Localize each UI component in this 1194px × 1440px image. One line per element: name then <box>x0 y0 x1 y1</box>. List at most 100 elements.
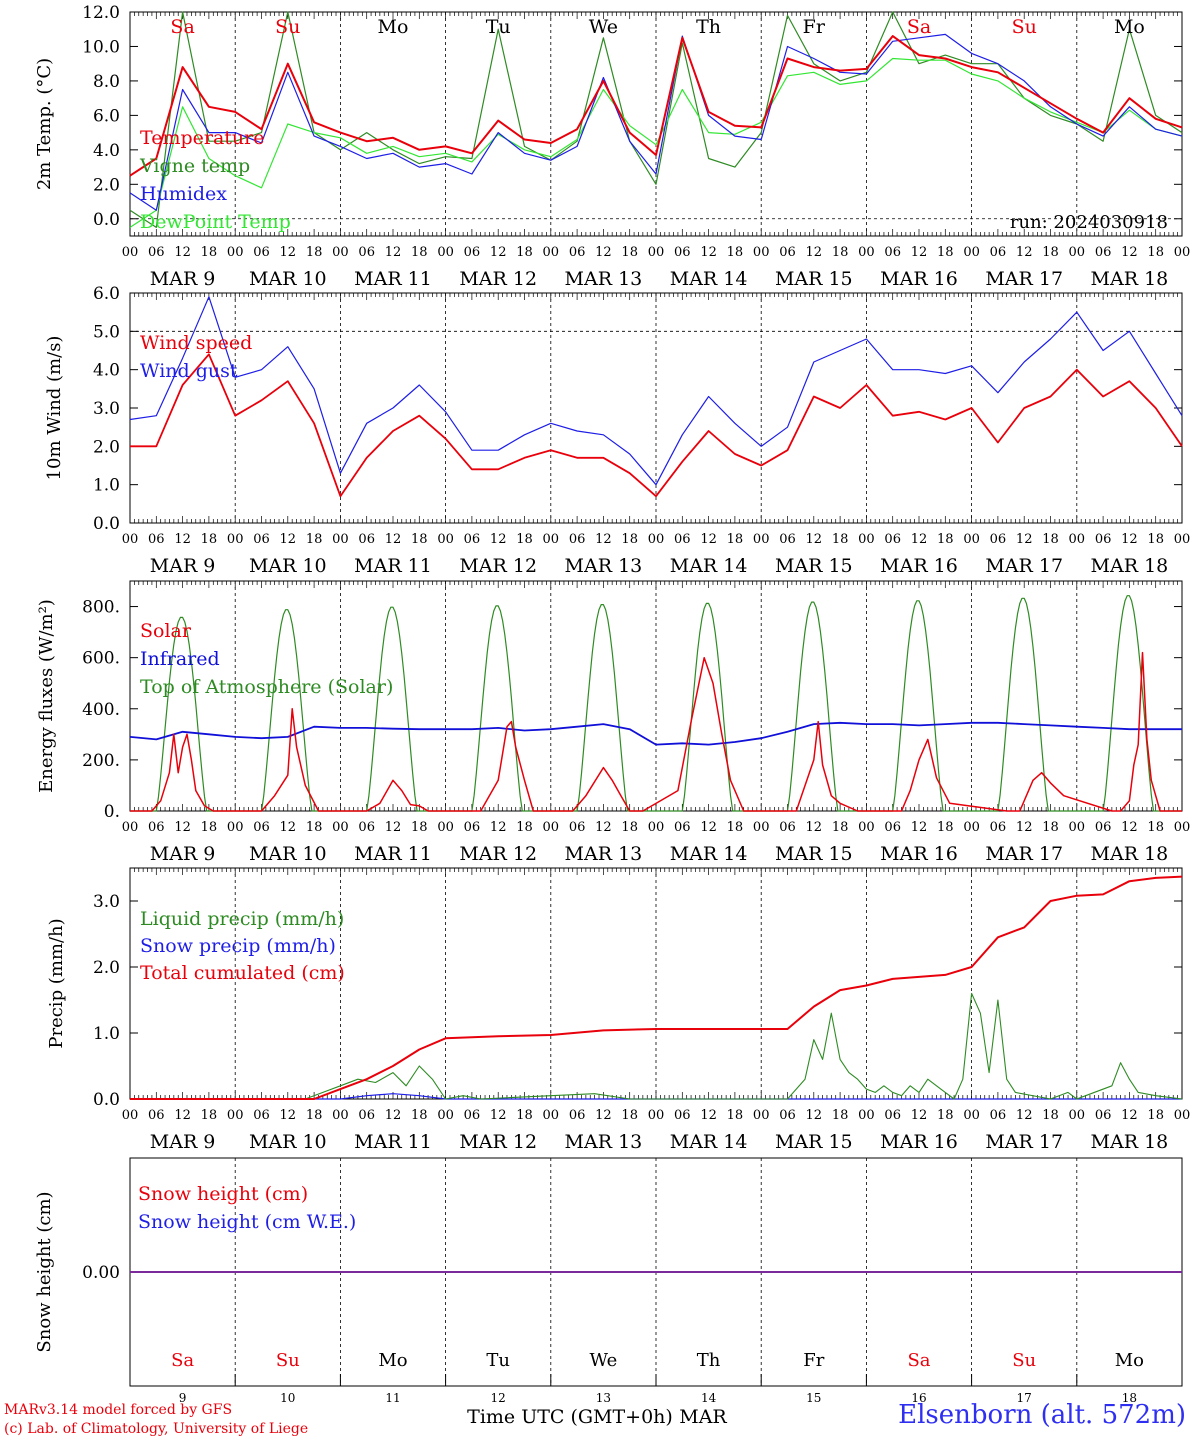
hour-label: 18 <box>306 1108 323 1123</box>
hour-label: 12 <box>911 820 928 835</box>
hour-label: 06 <box>779 820 796 835</box>
hour-label: 00 <box>648 1108 665 1123</box>
legend-entry: Infrared <box>140 648 220 670</box>
hour-label: 06 <box>674 245 691 260</box>
legend-entry: Snow height (cm) <box>138 1183 308 1205</box>
date-label: MAR 12 <box>459 555 537 577</box>
date-label: MAR 12 <box>459 1131 537 1153</box>
hour-label: 12 <box>595 1108 612 1123</box>
hour-label: 00 <box>122 820 139 835</box>
hour-label: 18 <box>411 245 428 260</box>
hour-label: 12 <box>806 245 823 260</box>
weekday-label: Su <box>1012 16 1037 38</box>
hour-label: 12 <box>490 820 507 835</box>
y-axis-title: Snow height (cm) <box>34 1191 55 1352</box>
date-label: MAR 9 <box>150 843 216 865</box>
hour-label: 12 <box>490 532 507 547</box>
date-label: MAR 15 <box>775 555 853 577</box>
hour-label: 18 <box>201 532 218 547</box>
weekday-label: Sa <box>171 1350 194 1371</box>
hour-label: 06 <box>990 245 1007 260</box>
weekday-label: Su <box>276 1350 300 1371</box>
hour-label: 12 <box>806 820 823 835</box>
y-tick-label: 1.0 <box>93 1024 120 1044</box>
hour-label: 00 <box>1174 532 1191 547</box>
hour-label: 00 <box>753 245 770 260</box>
hour-label: 18 <box>832 245 849 260</box>
series-line-liquid-precip <box>130 992 1183 1100</box>
date-label: MAR 15 <box>775 843 853 865</box>
hour-label: 06 <box>884 1108 901 1123</box>
hour-label: 12 <box>700 245 717 260</box>
series-line-humidex <box>129 33 1183 211</box>
hour-label: 12 <box>174 532 191 547</box>
weekday-label: Sa <box>170 16 194 38</box>
hour-label: 00 <box>858 245 875 260</box>
hour-label: 18 <box>621 1108 638 1123</box>
y-tick-label: 0.0 <box>93 514 120 534</box>
date-label: MAR 17 <box>985 843 1063 865</box>
hour-label: 00 <box>122 245 139 260</box>
hour-label: 00 <box>963 820 980 835</box>
date-label: MAR 12 <box>459 843 537 865</box>
hour-label: 00 <box>437 532 454 547</box>
hour-label: 00 <box>648 532 665 547</box>
hour-label: 06 <box>674 820 691 835</box>
date-label: MAR 18 <box>1091 843 1169 865</box>
legend-entry: Total cumulated (cm) <box>140 962 345 984</box>
hour-label: 18 <box>516 532 533 547</box>
hour-label: 00 <box>543 245 560 260</box>
weekday-label: Fr <box>803 16 826 38</box>
hour-label: 18 <box>1042 1108 1059 1123</box>
y-tick-label: 12.0 <box>82 3 120 23</box>
hour-label: 00 <box>543 820 560 835</box>
hour-label: 12 <box>595 820 612 835</box>
date-label: MAR 9 <box>150 1131 216 1153</box>
hour-label: 18 <box>937 532 954 547</box>
hour-label: 06 <box>569 820 586 835</box>
day-number-label: 12 <box>491 1391 506 1405</box>
hour-label: 12 <box>911 245 928 260</box>
hour-label: 00 <box>437 245 454 260</box>
date-label: MAR 10 <box>249 843 327 865</box>
y-tick-label: 0.00 <box>82 1263 120 1283</box>
hour-label: 18 <box>727 245 744 260</box>
hour-label: 18 <box>306 245 323 260</box>
y-tick-label: 6.0 <box>93 106 120 126</box>
hour-label: 06 <box>358 1108 375 1123</box>
hour-label: 18 <box>411 532 428 547</box>
date-label: MAR 13 <box>565 843 643 865</box>
weekday-label: Th <box>697 1350 721 1371</box>
hour-label: 18 <box>411 820 428 835</box>
hour-label: 06 <box>1095 532 1112 547</box>
hour-label: 12 <box>911 1108 928 1123</box>
hour-label: 18 <box>516 820 533 835</box>
date-label: MAR 17 <box>985 1131 1063 1153</box>
hour-label: 18 <box>727 1108 744 1123</box>
hour-label: 12 <box>595 245 612 260</box>
hour-label: 18 <box>621 820 638 835</box>
hour-label: 12 <box>1121 532 1138 547</box>
date-label: MAR 11 <box>354 843 432 865</box>
hour-label: 18 <box>621 532 638 547</box>
date-label: MAR 15 <box>775 268 853 290</box>
day-number-label: 18 <box>1122 1391 1137 1405</box>
hour-label: 12 <box>385 532 402 547</box>
hour-label: 00 <box>753 532 770 547</box>
hour-label: 06 <box>990 1108 1007 1123</box>
y-tick-label: 8.0 <box>93 72 120 92</box>
hour-label: 00 <box>858 1108 875 1123</box>
hour-label: 18 <box>937 245 954 260</box>
hour-label: 18 <box>727 820 744 835</box>
hour-label: 12 <box>174 1108 191 1123</box>
y-tick-label: 0.0 <box>93 210 120 230</box>
y-tick-label: 0. <box>104 802 120 822</box>
y-tick-label: 200. <box>82 751 120 771</box>
hour-label: 18 <box>201 1108 218 1123</box>
hour-label: 12 <box>700 532 717 547</box>
hour-label: 18 <box>1147 532 1164 547</box>
date-label: MAR 10 <box>249 1131 327 1153</box>
date-label: MAR 11 <box>354 1131 432 1153</box>
station-label: Elsenborn (alt. 572m) <box>898 1400 1186 1430</box>
y-tick-label: 600. <box>82 649 120 669</box>
